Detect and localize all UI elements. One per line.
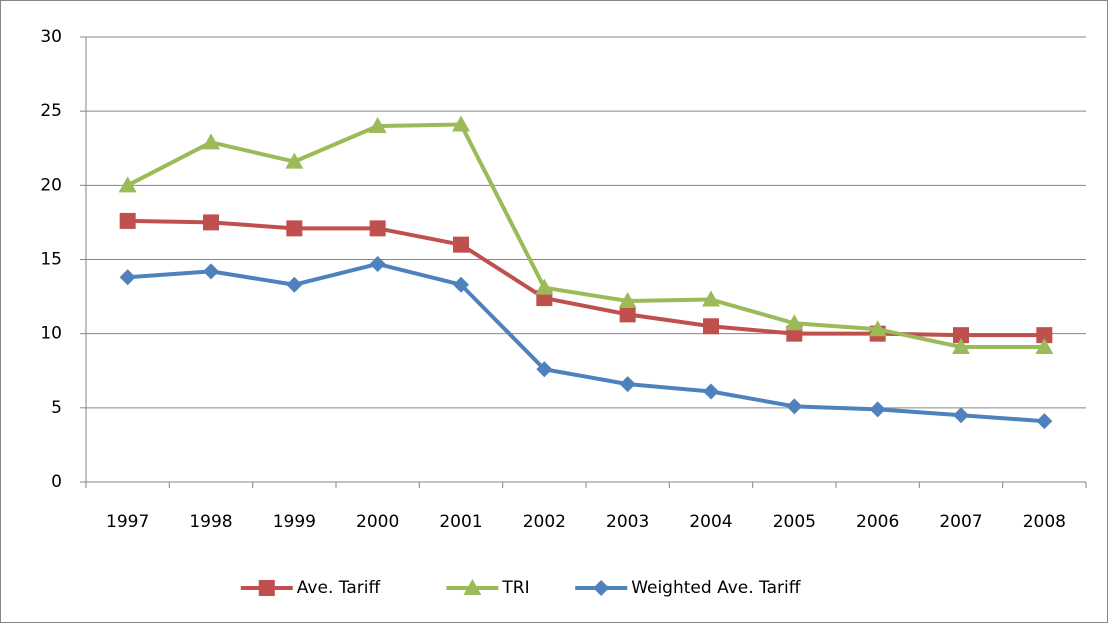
x-tick-label: 1998 xyxy=(189,512,232,532)
point-marker xyxy=(619,376,636,393)
point-marker xyxy=(869,401,886,418)
point-marker xyxy=(285,152,304,169)
y-tick-label: 25 xyxy=(40,101,62,121)
y-tick-label: 10 xyxy=(40,324,62,344)
point-marker xyxy=(786,398,803,415)
point-marker xyxy=(202,133,220,150)
point-marker xyxy=(535,278,554,295)
point-marker xyxy=(452,115,470,132)
x-tick-label: 2001 xyxy=(439,512,482,532)
point-marker xyxy=(286,220,303,237)
point-marker xyxy=(618,292,637,309)
legend-label: Weighted Ave. Tariff xyxy=(631,578,802,598)
point-marker xyxy=(203,214,219,231)
point-marker xyxy=(453,236,469,253)
x-tick-label: 2004 xyxy=(689,512,732,532)
point-marker xyxy=(703,383,719,400)
x-tick-label: 2000 xyxy=(356,512,399,532)
legend-marker xyxy=(593,580,610,596)
point-marker xyxy=(536,361,553,378)
point-marker xyxy=(702,290,720,307)
point-marker xyxy=(868,320,887,337)
point-marker xyxy=(119,212,136,229)
y-tick-label: 30 xyxy=(40,27,62,47)
point-marker xyxy=(953,407,969,424)
x-tick-label: 1999 xyxy=(273,512,316,532)
point-marker xyxy=(286,276,303,293)
point-marker xyxy=(369,220,386,237)
legend-marker xyxy=(258,580,275,596)
point-marker xyxy=(453,276,469,293)
x-tick-label: 2007 xyxy=(939,512,982,532)
series-line xyxy=(127,261,1045,424)
x-tick-label: 2008 xyxy=(1023,512,1066,532)
x-tick-label: 1997 xyxy=(106,512,149,532)
legend-label: Ave. Tariff xyxy=(297,578,382,598)
x-tick-label: 2006 xyxy=(856,512,899,532)
point-marker xyxy=(952,338,970,355)
point-marker xyxy=(369,255,386,272)
point-marker xyxy=(119,269,136,286)
point-marker xyxy=(203,263,219,280)
legend-label: TRI xyxy=(501,578,529,598)
series-line xyxy=(126,122,1045,350)
point-marker xyxy=(1035,338,1054,355)
y-tick-label: 15 xyxy=(40,250,62,270)
y-tick-label: 5 xyxy=(51,398,62,418)
point-marker xyxy=(1036,327,1053,344)
y-tick-label: 20 xyxy=(40,175,62,195)
point-marker xyxy=(118,176,137,193)
x-tick-label: 2002 xyxy=(523,512,566,532)
point-marker xyxy=(953,327,969,344)
x-tick-label: 2003 xyxy=(606,512,649,532)
y-tick-label: 0 xyxy=(51,472,62,492)
point-marker xyxy=(785,314,804,331)
point-marker xyxy=(1036,413,1053,430)
point-marker xyxy=(619,306,636,323)
legend-marker xyxy=(463,579,482,595)
x-tick-label: 2005 xyxy=(773,512,816,532)
point-marker xyxy=(703,318,719,335)
point-marker xyxy=(368,117,387,133)
